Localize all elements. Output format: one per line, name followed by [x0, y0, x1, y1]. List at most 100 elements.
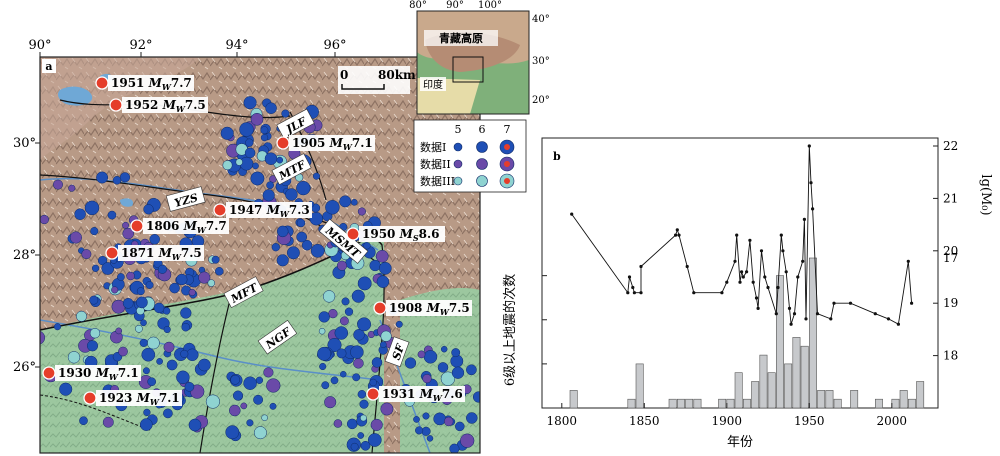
moment-point: [792, 312, 797, 316]
major-event-marker: [105, 246, 119, 260]
earthquake-dot: [455, 421, 465, 432]
moment-point: [796, 275, 800, 279]
earthquake-dot: [90, 227, 99, 236]
moment-point: [776, 285, 780, 290]
earthquake-dot: [346, 418, 358, 430]
earthquake-dot: [222, 160, 233, 171]
earthquake-dot: [176, 370, 190, 385]
right-axis: 18 19 20 21 22 17: [933, 139, 958, 363]
earthquake-dot: [91, 264, 100, 272]
moment-point: [632, 291, 637, 295]
moment-point: [639, 264, 643, 269]
earthquake-dot: [375, 249, 389, 263]
inset-lat-label: 30°: [532, 56, 550, 67]
event-label-box: [226, 202, 312, 218]
earthquake-dot: [296, 231, 308, 243]
inset-lon-label: 100°: [478, 0, 502, 11]
x-tick-label: 1950: [794, 414, 825, 428]
panel-label: b: [553, 150, 561, 163]
earthquake-dot: [433, 412, 447, 426]
map-ticks: [35, 52, 336, 368]
inset-frame: [416, 10, 530, 115]
earthquake-dot: [67, 351, 81, 364]
earthquake-dot: [350, 345, 364, 359]
event-label-box: [122, 97, 208, 113]
earthquake-dot: [211, 255, 220, 264]
earthquake-dot: [318, 311, 330, 323]
moment-point: [779, 233, 783, 237]
earthquake-dot: [140, 319, 147, 327]
earthquake-dot: [350, 442, 359, 451]
earthquake-dot: [296, 218, 306, 228]
moment-point: [815, 312, 820, 316]
moment-point: [896, 322, 901, 326]
earthquake-dot: [68, 184, 76, 192]
earthquake-dot: [437, 362, 449, 373]
earthquake-dot: [333, 419, 343, 428]
earthquake-dot: [357, 276, 372, 291]
moment-point: [789, 322, 793, 326]
moment-point: [784, 270, 788, 274]
earthquake-dot: [357, 207, 366, 216]
x-tick-label: 1850: [629, 414, 660, 428]
earthquake-dot: [136, 287, 145, 296]
earthquake-dot: [96, 171, 109, 184]
panel-label-box: [42, 59, 56, 73]
earthquake-dot: [119, 172, 131, 183]
earthquake-dot: [169, 282, 180, 294]
earthquake-dot: [184, 381, 195, 392]
fault-label-box: [257, 319, 298, 355]
earthquake-dot: [360, 440, 371, 451]
earthquake-dot: [360, 414, 367, 422]
major-event-marker: [366, 387, 380, 401]
moment-point: [626, 291, 630, 295]
earthquake-dot: [415, 426, 424, 435]
moment-point: [685, 264, 689, 269]
fault-label-box: [165, 186, 206, 212]
earthquake-dot: [188, 288, 196, 296]
moment-point: [910, 301, 914, 305]
inset-region-box: [424, 30, 498, 46]
earthquake-dot: [413, 416, 420, 423]
earthquake-dot: [370, 418, 383, 431]
fault-label-box: [271, 153, 312, 186]
event-label-box: [289, 135, 375, 151]
earthquake-dot: [369, 378, 377, 387]
moment-point: [781, 249, 785, 253]
earthquake-dot: [166, 359, 178, 371]
earthquake-dot: [122, 227, 134, 240]
bar: [676, 398, 685, 409]
earthquake-dot: [163, 325, 171, 334]
earthquake-dot: [86, 340, 99, 352]
earthquake-dot: [153, 302, 165, 314]
earthquake-dot: [276, 156, 284, 164]
earthquake-dot: [324, 396, 337, 409]
bar: [808, 257, 817, 409]
moment-point: [873, 312, 877, 316]
bar: [726, 398, 735, 409]
earthquake-dot: [111, 286, 119, 294]
moment-point: [740, 270, 744, 274]
left-axis: [542, 275, 547, 409]
bar: [718, 398, 727, 409]
major-event-marker: [130, 219, 144, 233]
earthquake-dot: [296, 180, 311, 196]
plateau-area: [40, 57, 200, 160]
bar: [899, 390, 908, 409]
earthquake-dot: [84, 200, 100, 216]
earthquake-dot: [460, 433, 475, 448]
event-label: 1930 MW7.1: [58, 366, 139, 382]
moment-point: [774, 312, 778, 316]
earthquake-dot: [353, 329, 365, 341]
major-event-marker: [346, 227, 360, 241]
legend-symbol: [453, 159, 463, 169]
earthquake-dot: [327, 337, 342, 353]
earthquake-dot: [321, 381, 330, 390]
earthquake-dot: [246, 419, 254, 427]
major-event-marker: [42, 366, 56, 380]
earthquake-dot: [359, 399, 369, 409]
map-panel-a: 90° 92° 94° 96° 30° 28° 26° a 0 80km JLF…: [13, 0, 550, 454]
earthquake-dot: [351, 289, 365, 303]
earthquake-dot: [118, 346, 128, 357]
